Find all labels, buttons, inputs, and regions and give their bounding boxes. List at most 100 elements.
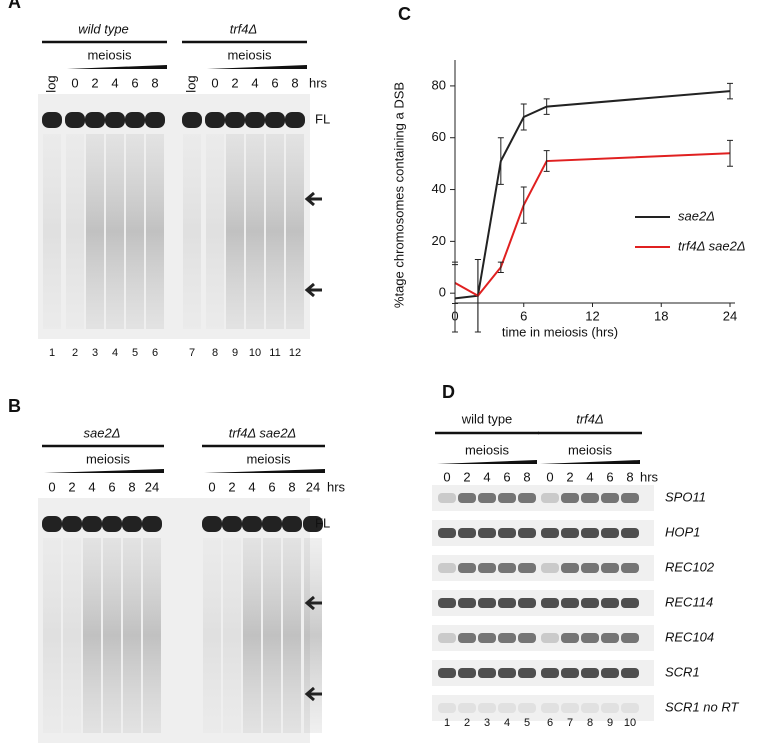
band <box>478 493 496 503</box>
smear <box>63 538 81 733</box>
legend-label: sae2Δ <box>678 208 715 223</box>
band <box>438 563 456 573</box>
band <box>561 668 579 678</box>
band <box>541 598 559 608</box>
error-bar <box>520 186 527 224</box>
series-line <box>454 152 731 298</box>
band-fl <box>245 112 265 128</box>
smear <box>106 134 124 329</box>
band <box>478 598 496 608</box>
wedge <box>44 469 164 473</box>
smear <box>103 538 121 733</box>
band-label: FL <box>315 515 330 530</box>
band-fl <box>145 112 165 128</box>
band <box>518 598 536 608</box>
band-fl <box>105 112 125 128</box>
band <box>601 563 619 573</box>
band <box>498 493 516 503</box>
band <box>458 528 476 538</box>
lane-label: 4 <box>248 479 255 494</box>
band-fl <box>303 516 323 532</box>
lane-label: 8 <box>291 75 298 90</box>
band <box>621 598 639 608</box>
band <box>438 668 456 678</box>
x-tick-label: 6 <box>520 308 527 323</box>
band <box>541 563 559 573</box>
smear <box>43 538 61 733</box>
y-tick-label: 40 <box>432 181 446 196</box>
lane-label: 6 <box>268 479 275 494</box>
gene-label: REC104 <box>665 629 714 644</box>
lane-number: 3 <box>484 717 490 729</box>
smear <box>83 538 101 733</box>
lane-label: 2 <box>566 469 573 484</box>
group-label: trf4Δ sae2Δ <box>229 425 297 440</box>
smear <box>206 134 224 329</box>
panel-letter: C <box>398 4 411 24</box>
lane-number: 8 <box>587 717 593 729</box>
sub-label: meiosis <box>465 442 510 457</box>
lane-label: 2 <box>228 479 235 494</box>
band <box>621 668 639 678</box>
band-fl <box>62 516 82 532</box>
y-tick-label: 0 <box>439 285 446 300</box>
sub-label: meiosis <box>86 451 131 466</box>
sub-label: meiosis <box>87 47 132 62</box>
x-tick-label: 18 <box>654 308 668 323</box>
error-bar <box>452 261 458 305</box>
lane-label: 2 <box>231 75 238 90</box>
smear <box>286 134 304 329</box>
band-label: FL <box>315 111 330 126</box>
lane-label: log <box>43 75 58 92</box>
band-fl <box>82 516 102 532</box>
lane-label: 8 <box>128 479 135 494</box>
band <box>541 633 559 643</box>
band <box>601 598 619 608</box>
gene-label: SPO11 <box>665 489 706 504</box>
band <box>458 563 476 573</box>
band <box>498 633 516 643</box>
lane-number: 10 <box>249 347 261 359</box>
lane-number: 12 <box>289 347 301 359</box>
band <box>561 528 579 538</box>
band <box>498 668 516 678</box>
error-bar <box>497 137 504 185</box>
smear <box>146 134 164 329</box>
band <box>518 563 536 573</box>
band-fl <box>205 112 225 128</box>
band-fl <box>225 112 245 128</box>
band <box>601 493 619 503</box>
group-label: wild type <box>461 411 513 426</box>
band <box>581 528 599 538</box>
lane-number: 4 <box>112 347 118 359</box>
band <box>478 633 496 643</box>
smear <box>304 538 322 733</box>
band <box>478 668 496 678</box>
band <box>621 493 639 503</box>
band <box>438 528 456 538</box>
band <box>561 633 579 643</box>
error-bar <box>497 261 504 273</box>
band <box>458 633 476 643</box>
lane-number: 2 <box>72 347 78 359</box>
lane-number: 5 <box>524 717 530 729</box>
band <box>518 528 536 538</box>
band <box>518 633 536 643</box>
panel-letter: B <box>8 396 21 416</box>
band <box>518 703 536 713</box>
lane-number: 6 <box>152 347 158 359</box>
lane-label: 2 <box>68 479 75 494</box>
band-fl <box>122 516 142 532</box>
band <box>601 703 619 713</box>
y-axis-label: %tage chromosomes containing a DSB <box>391 82 406 308</box>
lane-label: 8 <box>626 469 633 484</box>
band <box>601 668 619 678</box>
gene-label: SCR1 no RT <box>665 699 740 714</box>
band-fl <box>285 112 305 128</box>
wedge <box>207 65 307 69</box>
lane-number: 7 <box>567 717 573 729</box>
band-fl <box>102 516 122 532</box>
smear <box>123 538 141 733</box>
y-tick-label: 60 <box>432 129 446 144</box>
lane-label: 8 <box>523 469 530 484</box>
